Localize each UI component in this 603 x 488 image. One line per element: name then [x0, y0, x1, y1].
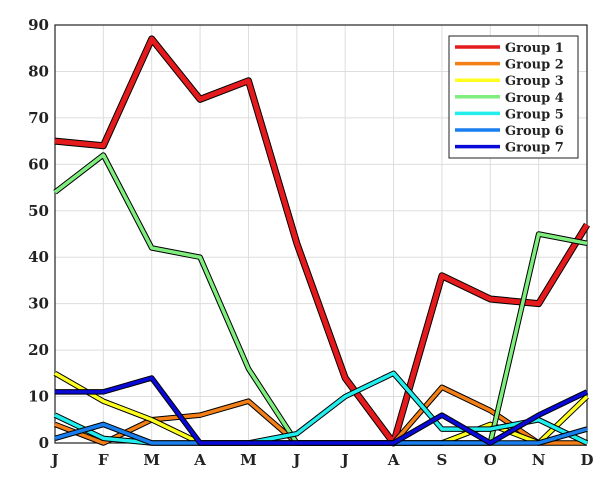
y-tick-label: 80: [28, 62, 49, 80]
x-tick-label: J: [340, 451, 349, 469]
x-tick-label: J: [291, 451, 300, 469]
legend-label: Group 6: [505, 124, 564, 139]
y-tick-label: 50: [28, 202, 49, 220]
y-tick-label: 70: [28, 109, 49, 127]
legend-label: Group 1: [505, 41, 564, 56]
x-tick-label: O: [484, 451, 497, 469]
y-tick-label: 0: [39, 434, 49, 452]
y-tick-label: 40: [28, 248, 49, 266]
legend-label: Group 3: [505, 74, 564, 89]
x-tick-label: F: [98, 451, 109, 469]
x-tick-label: J: [49, 451, 58, 469]
series-line-group-1: [54, 36, 590, 446]
x-tick-label: D: [580, 451, 593, 469]
y-tick-label: 10: [28, 388, 49, 406]
legend-label: Group 5: [505, 107, 564, 122]
legend-label: Group 4: [505, 91, 564, 106]
x-tick-label: S: [436, 451, 447, 469]
x-tick-label: A: [387, 451, 400, 469]
x-tick-label: N: [532, 451, 546, 469]
y-tick-label: 30: [28, 295, 49, 313]
y-tick-label: 20: [28, 341, 49, 359]
x-tick-label: M: [143, 451, 160, 469]
y-tick-label: 60: [28, 155, 49, 173]
series-line-group-7: [55, 376, 588, 445]
legend-label: Group 2: [505, 58, 564, 73]
y-tick-label: 90: [28, 16, 49, 34]
legend-label: Group 7: [505, 141, 564, 156]
x-tick-label: M: [240, 451, 257, 469]
x-tick-label: A: [193, 451, 206, 469]
